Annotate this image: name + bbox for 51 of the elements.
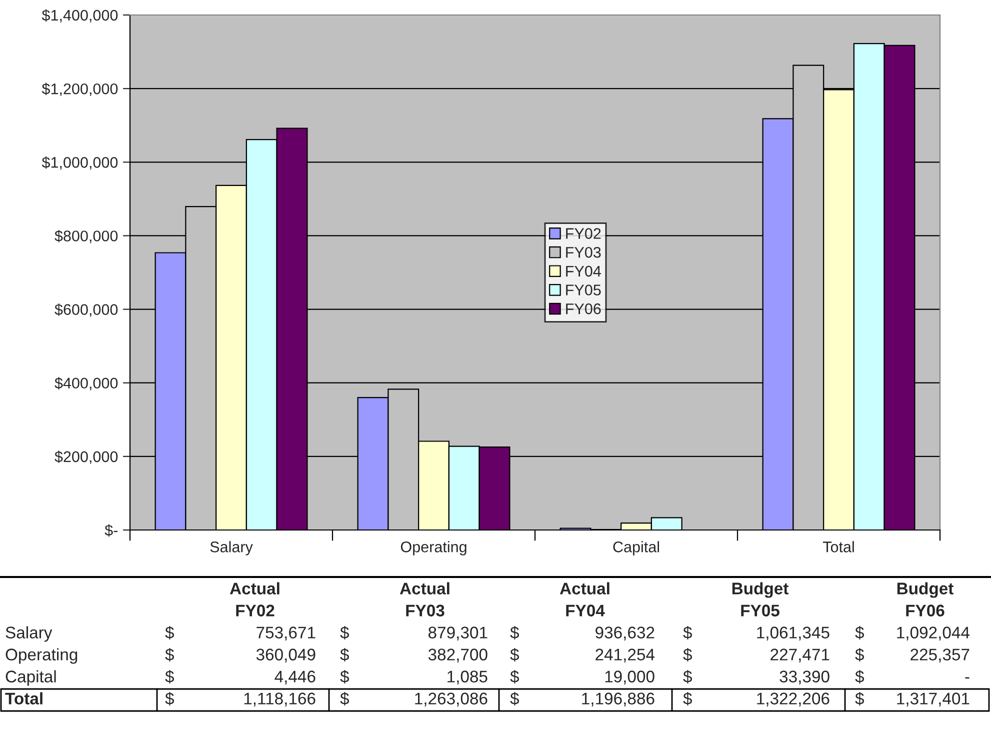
text: $ 1,263,086 bbox=[340, 692, 488, 706]
text: $ 382,700 bbox=[340, 648, 488, 662]
text: $ 241,254 bbox=[510, 648, 655, 662]
text: $ 19,000 bbox=[510, 670, 654, 684]
legend-label: FY04 bbox=[566, 266, 601, 277]
text: $ 753,671 bbox=[165, 626, 316, 640]
text: $ 360,049 bbox=[165, 648, 316, 662]
y-tick-label: $1,200,000 bbox=[42, 82, 118, 96]
text: $ - bbox=[855, 670, 970, 684]
text: $ 225,357 bbox=[855, 648, 970, 662]
text: $ 1,322,206 bbox=[683, 692, 830, 706]
legend-label: FY03 bbox=[566, 246, 601, 258]
text: $ 227,471 bbox=[683, 648, 830, 662]
y-tick-label: $600,000 bbox=[54, 304, 118, 317]
text: $ 1,092,044 bbox=[855, 626, 970, 640]
text: Actual bbox=[560, 582, 610, 594]
category-label: Salary bbox=[6, 626, 52, 642]
text: Budget bbox=[732, 582, 788, 598]
category-label: Capital bbox=[6, 670, 56, 686]
legend-label: FY02 bbox=[566, 228, 601, 239]
y-tick-label: $1,400,000 bbox=[42, 9, 118, 22]
text: Actual bbox=[230, 582, 280, 594]
text: FY05 bbox=[741, 604, 780, 616]
x-tick-label: Total bbox=[822, 541, 854, 552]
text: FY03 bbox=[406, 604, 444, 616]
text: $ 1,118,166 bbox=[165, 692, 316, 706]
text: $ 1,317,401 bbox=[855, 692, 970, 706]
y-tick-label: $800,000 bbox=[54, 230, 118, 244]
text: $ 1,061,345 bbox=[683, 626, 830, 640]
x-tick-label: Capital bbox=[613, 541, 660, 556]
text: $ 1,196,886 bbox=[510, 692, 654, 706]
x-tick-label: Salary bbox=[210, 541, 253, 556]
text: $ 1,085 bbox=[340, 670, 488, 684]
text: $ 33,390 bbox=[683, 670, 830, 684]
category-label: Operating bbox=[6, 648, 78, 664]
text: FY04 bbox=[566, 604, 605, 616]
text: Actual bbox=[400, 582, 450, 594]
legend-label: FY05 bbox=[566, 284, 601, 296]
legend-label: FY06 bbox=[566, 303, 601, 314]
text: FY06 bbox=[906, 604, 944, 616]
text: $ 936,632 bbox=[510, 626, 654, 640]
y-tick-label: $1,000,000 bbox=[42, 156, 118, 170]
text: $ 879,301 bbox=[340, 626, 488, 640]
x-tick-label: Operating bbox=[400, 541, 466, 556]
text: Budget bbox=[897, 582, 954, 598]
y-tick-label: $200,000 bbox=[54, 450, 118, 464]
text: $ 4,446 bbox=[165, 670, 316, 684]
text: FY02 bbox=[236, 604, 274, 616]
category-label: Total bbox=[5, 692, 42, 704]
y-tick-label: $- bbox=[104, 524, 118, 537]
y-tick-label: $400,000 bbox=[54, 377, 118, 390]
